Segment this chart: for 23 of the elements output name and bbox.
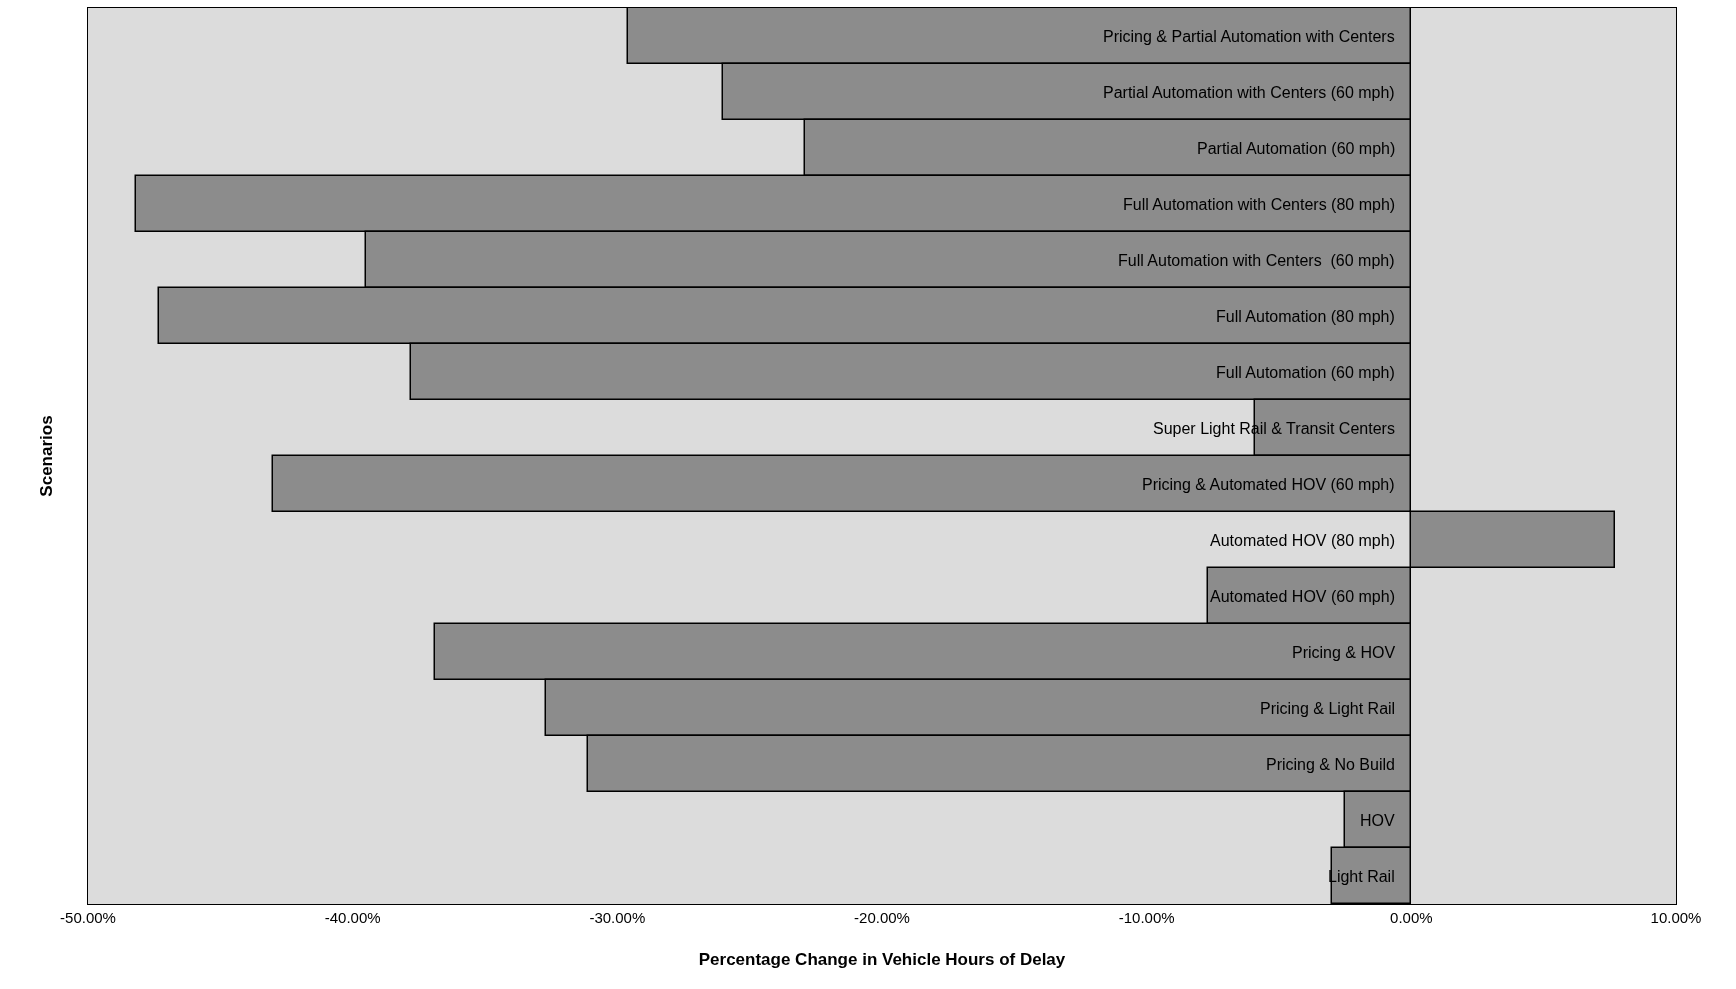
x-tick-label: 0.00%	[1390, 909, 1433, 926]
y-tick-label: Pricing & Light Rail	[1260, 700, 1396, 717]
y-tick-label: Full Automation with Centers (80 mph)	[1123, 196, 1396, 213]
y-tick-label: Full Automation (60 mph)	[1216, 364, 1395, 381]
y-tick-label: Pricing & Partial Automation with Centers	[1103, 28, 1395, 45]
y-tick-label: Pricing & No Build	[1266, 756, 1395, 773]
y-tick-label: HOV	[1360, 812, 1395, 829]
y-axis-title: Scenarios	[36, 415, 56, 497]
x-tick-label: -10.00%	[1118, 909, 1175, 926]
x-tick-label: -50.00%	[60, 909, 116, 926]
y-tick-label: Partial Automation with Centers (60 mph)	[1103, 84, 1395, 101]
y-tick-label: Full Automation with Centers (60 mph)	[1118, 252, 1395, 269]
x-tick-label: -40.00%	[324, 909, 381, 926]
y-tick-label: Full Automation (80 mph)	[1216, 308, 1395, 325]
x-axis-title: Percentage Change in Vehicle Hours of Delay	[698, 950, 1066, 969]
y-tick-label: Automated HOV (80 mph)	[1210, 532, 1395, 549]
y-tick-label: Pricing & Automated HOV (60 mph)	[1142, 476, 1395, 493]
x-tick-label: 10.00%	[1650, 909, 1702, 926]
y-tick-label: Partial Automation (60 mph)	[1197, 140, 1396, 157]
x-tick-label: -20.00%	[854, 909, 910, 926]
y-tick-label: Automated HOV (60 mph)	[1210, 588, 1395, 605]
y-tick-label: Pricing & HOV	[1292, 644, 1396, 661]
x-tick-label: -30.00%	[589, 909, 646, 926]
